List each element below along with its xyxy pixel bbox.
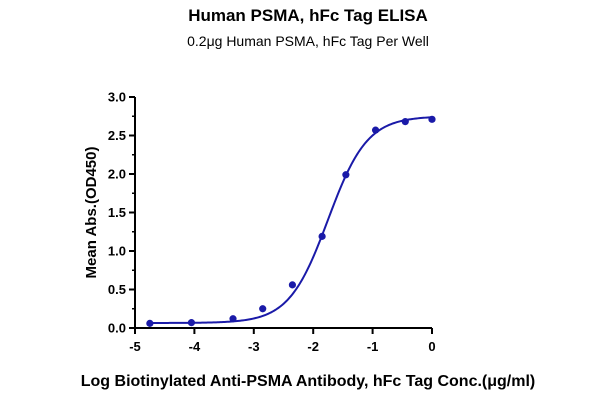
data-point bbox=[342, 171, 350, 179]
x-tick-label: 0 bbox=[428, 339, 435, 354]
data-point bbox=[259, 305, 267, 313]
data-point bbox=[318, 232, 326, 240]
x-axis-label: Log Biotinylated Anti-PSMA Antibody, hFc… bbox=[81, 373, 536, 390]
y-tick-label: 1.5 bbox=[108, 205, 126, 220]
x-tick-label: -4 bbox=[189, 339, 201, 354]
chart-title: Human PSMA, hFc Tag ELISA bbox=[188, 6, 428, 25]
data-point bbox=[187, 319, 196, 327]
y-tick-label: 3.0 bbox=[108, 90, 126, 105]
chart-subtitle: 0.2μg Human PSMA, hFc Tag Per Well bbox=[187, 33, 429, 49]
x-tick-label: -5 bbox=[129, 339, 141, 354]
data-point bbox=[428, 115, 436, 123]
x-tick-label: -3 bbox=[248, 339, 260, 354]
fit-curve bbox=[149, 116, 433, 324]
x-tick-label: -1 bbox=[367, 339, 379, 354]
x-tick-label: -2 bbox=[307, 339, 319, 354]
y-tick-label: 0.5 bbox=[108, 282, 126, 297]
y-tick-label: 1.0 bbox=[108, 244, 126, 259]
data-point bbox=[288, 281, 297, 289]
y-tick-label: 2.0 bbox=[108, 167, 126, 182]
y-tick-label: 0.0 bbox=[108, 321, 126, 336]
y-axis-label: Mean Abs.(OD450) bbox=[83, 147, 100, 279]
data-point bbox=[401, 118, 409, 126]
y-tick-label: 2.5 bbox=[108, 128, 126, 143]
data-point bbox=[229, 315, 237, 323]
data-point bbox=[371, 126, 380, 134]
data-point bbox=[146, 319, 154, 327]
